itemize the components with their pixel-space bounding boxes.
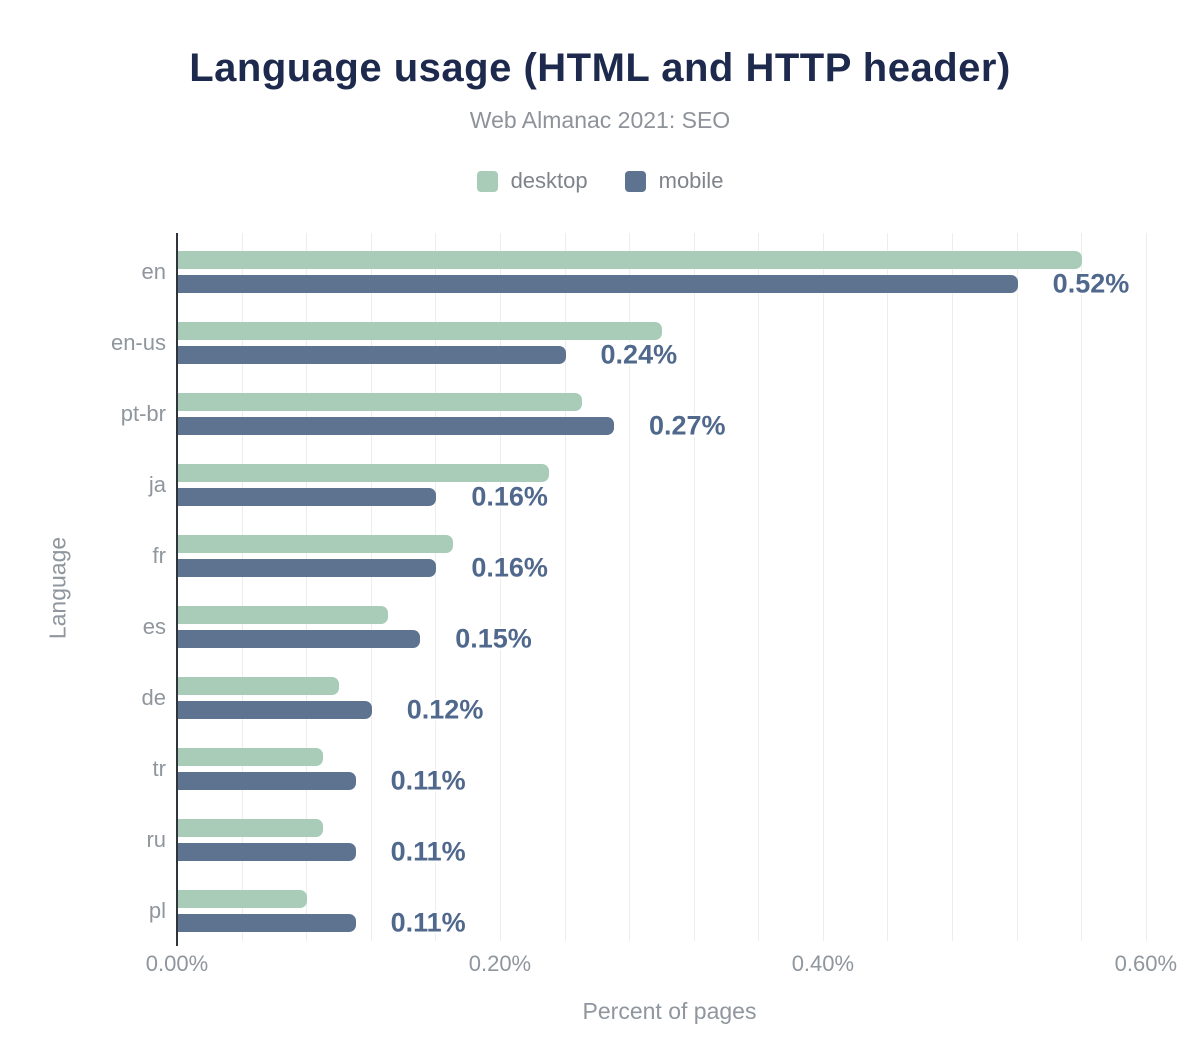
value-label-ru: 0.11% [390, 836, 466, 867]
value-label-fr: 0.16% [471, 552, 548, 583]
bar-mobile-ja[interactable] [178, 488, 437, 506]
bar-mobile-de[interactable] [178, 701, 372, 719]
gridline [241, 233, 243, 941]
bar-desktop-de[interactable] [178, 677, 340, 695]
bar-desktop-ja[interactable] [178, 464, 550, 482]
gridline [629, 233, 631, 941]
chart-title: Language usage (HTML and HTTP header) [189, 46, 1011, 90]
gridline [564, 233, 566, 941]
bar-desktop-en[interactable] [178, 251, 1083, 269]
x-tick-label: 0.40% [791, 951, 855, 976]
bar-desktop-en-us[interactable] [178, 322, 663, 340]
value-label-en-us: 0.24% [600, 339, 678, 370]
legend: desktop mobile [0, 168, 1200, 194]
bar-mobile-fr[interactable] [178, 559, 437, 577]
value-label-pl: 0.11% [390, 907, 466, 938]
legend-label-mobile: mobile [658, 168, 724, 193]
category-label-de: de [141, 685, 166, 710]
category-label-pl: pl [148, 898, 166, 923]
y-axis-line [176, 233, 178, 946]
gridline [758, 233, 760, 941]
category-label-en-us: en-us [110, 330, 166, 355]
bar-mobile-en-us[interactable] [178, 346, 566, 364]
legend-item-mobile[interactable]: mobile [624, 168, 724, 194]
plot-area [176, 233, 1162, 946]
bar-mobile-pt-br[interactable] [178, 417, 614, 435]
gridline [1081, 233, 1083, 941]
gridline [952, 233, 954, 941]
bar-desktop-es[interactable] [178, 606, 388, 624]
gridline [435, 233, 437, 941]
gridline [887, 233, 889, 941]
legend-label-desktop: desktop [510, 168, 588, 193]
legend-swatch-desktop [476, 170, 498, 192]
bar-desktop-pl[interactable] [178, 890, 308, 908]
value-label-ja: 0.16% [471, 481, 548, 512]
x-tick-label: 0.00% [145, 951, 209, 976]
category-label-ru: ru [146, 827, 166, 852]
value-label-tr: 0.11% [390, 765, 466, 796]
value-label-pt-br: 0.27% [648, 410, 726, 441]
bar-desktop-ru[interactable] [178, 819, 324, 837]
category-label-ja: ja [148, 472, 166, 497]
legend-item-desktop[interactable]: desktop [476, 168, 588, 194]
bar-desktop-pt-br[interactable] [178, 393, 582, 411]
bar-mobile-ru[interactable] [178, 843, 356, 861]
bar-desktop-tr[interactable] [178, 748, 324, 766]
gridline [1145, 233, 1147, 941]
category-label-tr: tr [152, 756, 166, 781]
legend-swatch-mobile [624, 170, 646, 192]
bar-mobile-en[interactable] [178, 275, 1018, 293]
category-label-es: es [142, 614, 166, 639]
chart-subtitle: Web Almanac 2021: SEO [469, 107, 731, 133]
gridline [370, 233, 372, 941]
gridline [499, 233, 501, 941]
gridline [1016, 233, 1018, 941]
gridline [306, 233, 308, 941]
category-label-en: en [141, 259, 166, 284]
bar-mobile-pl[interactable] [178, 914, 356, 932]
value-label-es: 0.15% [455, 623, 532, 654]
bar-desktop-fr[interactable] [178, 535, 453, 553]
value-label-en: 0.52% [1052, 268, 1130, 299]
bar-mobile-tr[interactable] [178, 772, 356, 790]
gridline [693, 233, 695, 941]
gridline [822, 233, 824, 941]
x-tick-label: 0.60% [1114, 951, 1178, 976]
x-tick-label: 0.20% [468, 951, 532, 976]
bar-mobile-es[interactable] [178, 630, 421, 648]
value-label-de: 0.12% [406, 694, 484, 725]
x-axis-title: Percent of pages [582, 998, 757, 1024]
category-label-fr: fr [152, 543, 166, 568]
category-label-pt-br: pt-br [120, 401, 166, 426]
